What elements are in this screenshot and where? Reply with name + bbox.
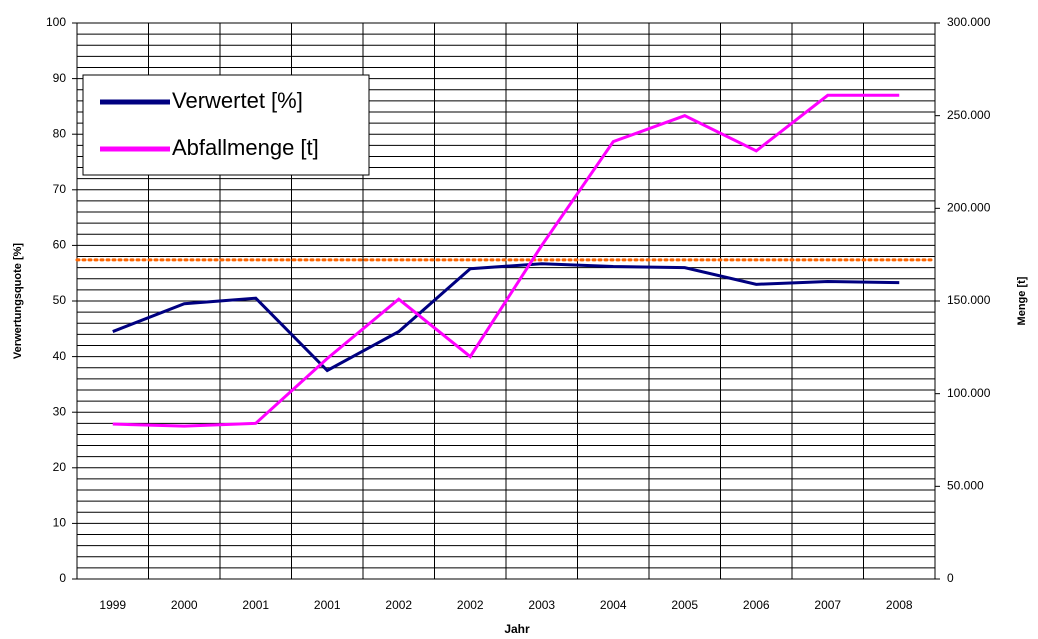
y-axis-title: Verwertungsquote [%] bbox=[12, 243, 24, 359]
y2-tick-label: 300.000 bbox=[947, 15, 991, 29]
series-line bbox=[112, 262, 900, 373]
x-tick-label: 2007 bbox=[814, 598, 841, 612]
x-tick-label: 2002 bbox=[385, 598, 412, 612]
x-tick-label: 1999 bbox=[99, 598, 126, 612]
y-tick-label: 50 bbox=[53, 293, 67, 307]
y-tick-label: 90 bbox=[53, 71, 67, 85]
y-tick-label: 40 bbox=[53, 349, 67, 363]
x-tick-label: 2002 bbox=[457, 598, 484, 612]
y-tick-label: 30 bbox=[53, 404, 67, 418]
y-tick-label: 0 bbox=[59, 571, 66, 585]
x-tick-label: 2001 bbox=[242, 598, 269, 612]
y2-tick-label: 0 bbox=[947, 571, 954, 585]
y2-tick-label: 100.000 bbox=[947, 386, 991, 400]
legend-label: Verwertet [%] bbox=[172, 88, 303, 113]
y-tick-label: 20 bbox=[53, 460, 67, 474]
x-tick-label: 2005 bbox=[671, 598, 698, 612]
x-tick-label: 2001 bbox=[314, 598, 341, 612]
y2-tick-label: 50.000 bbox=[947, 479, 984, 493]
legend-box bbox=[82, 74, 370, 176]
legend-label: Abfallmenge [t] bbox=[172, 135, 319, 160]
y-tick-label: 10 bbox=[53, 516, 67, 530]
series-line bbox=[112, 93, 900, 428]
x-axis-title: Jahr bbox=[504, 622, 530, 636]
x-tick-label: 2008 bbox=[886, 598, 913, 612]
x-tick-label: 2000 bbox=[171, 598, 198, 612]
y-tick-label: 70 bbox=[53, 182, 67, 196]
y-tick-label: 100 bbox=[46, 15, 66, 29]
y-tick-label: 60 bbox=[53, 238, 67, 252]
x-tick-label: 2004 bbox=[600, 598, 627, 612]
y2-tick-label: 200.000 bbox=[947, 201, 991, 215]
y2-tick-label: 250.000 bbox=[947, 108, 991, 122]
x-tick-label: 2003 bbox=[528, 598, 555, 612]
y-tick-label: 80 bbox=[53, 126, 67, 140]
x-tick-label: 2006 bbox=[743, 598, 770, 612]
y2-axis-title: Menge [t] bbox=[1016, 276, 1028, 325]
y2-tick-label: 150.000 bbox=[947, 293, 991, 307]
